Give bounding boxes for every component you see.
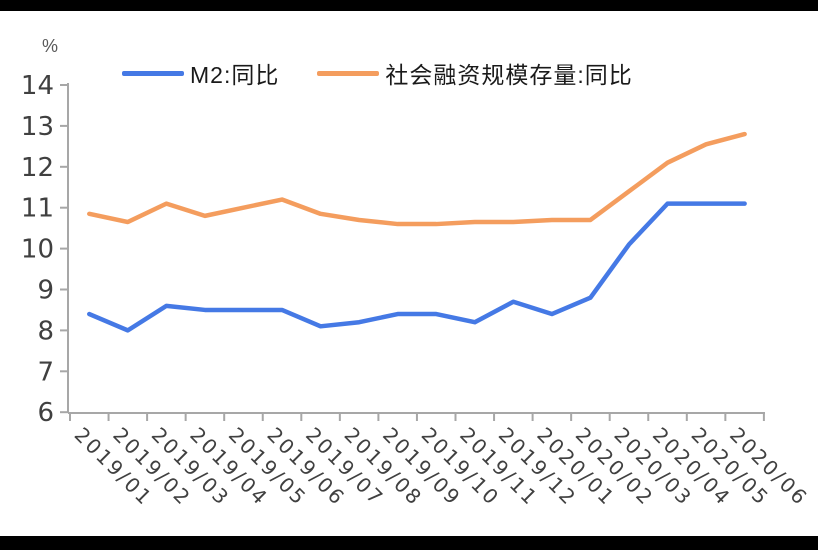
legend-label-m2: M2:同比: [190, 62, 280, 88]
y-tick-label: 12: [21, 153, 54, 183]
legend-swatch-tsf-line: [317, 70, 380, 76]
y-tick-label: 14: [21, 71, 54, 101]
y-tick-label: 10: [21, 235, 54, 265]
series-line-m2: [87, 201, 747, 333]
y-tick-label: 7: [37, 357, 54, 387]
y-tick-label: 13: [21, 112, 54, 142]
legend-item-m2: M2:同比: [122, 56, 279, 90]
y-tick-label: 9: [37, 276, 54, 306]
y-tick-label: 8: [37, 316, 54, 346]
legend-swatch-m2-line: [122, 70, 184, 76]
legend: M2:同比 社会融资规模存量:同比: [122, 56, 633, 90]
y-axis-unit-label: %: [42, 36, 59, 56]
legend-item-tsf: 社会融资规模存量:同比: [317, 56, 632, 90]
top-border-bar: [0, 0, 818, 11]
bottom-border-bar: [0, 536, 818, 550]
y-tick-label: 11: [21, 194, 54, 224]
y-tick-label: 6: [37, 398, 54, 428]
series-line-tsf: [87, 131, 747, 227]
legend-label-tsf: 社会融资规模存量:同比: [385, 62, 633, 88]
